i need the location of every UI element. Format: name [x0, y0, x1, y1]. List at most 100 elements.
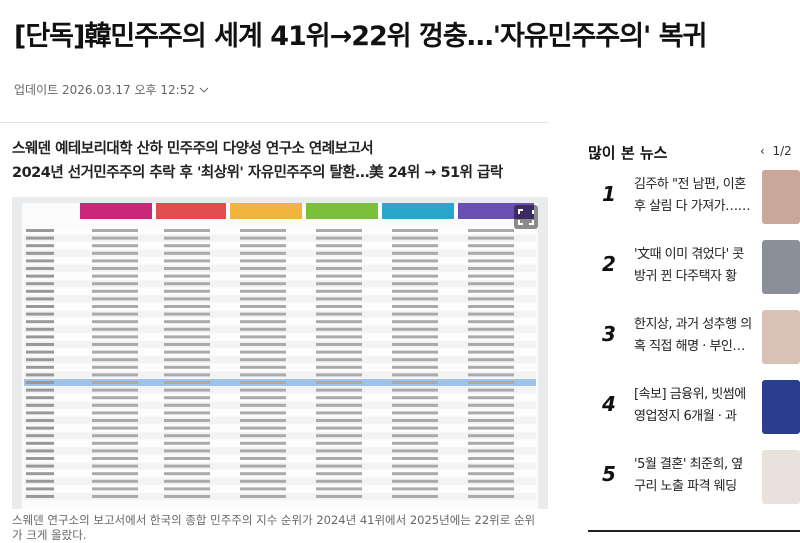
table-row	[164, 259, 210, 263]
table-row	[92, 381, 138, 384]
table-row	[240, 449, 286, 453]
table-row	[392, 244, 438, 248]
table-row	[26, 495, 54, 498]
table-row	[92, 312, 138, 316]
table-row	[392, 419, 438, 422]
table-row	[468, 464, 514, 468]
table-row	[26, 343, 54, 346]
news-item[interactable]: 5 '5월 결혼' 최준희, 옆구리 노출 파격 웨딩드…	[588, 450, 800, 514]
table-row	[316, 457, 362, 460]
thumbnail[interactable]	[762, 240, 800, 294]
table-row	[316, 350, 362, 354]
table-row	[240, 282, 286, 286]
table-row	[316, 297, 362, 301]
table-row	[26, 457, 54, 460]
table-row	[392, 282, 438, 286]
table-row	[316, 449, 362, 453]
news-title[interactable]: 김주하 "전 남편, 이혼 후 살림 다 가져가……	[634, 177, 751, 214]
table-row	[316, 495, 362, 498]
table-row	[164, 350, 210, 354]
table-row	[240, 350, 286, 354]
table-row	[468, 229, 514, 232]
band	[80, 203, 152, 219]
rank: 5	[602, 462, 616, 486]
news-title[interactable]: 한지상, 과거 성추행 의혹 직접 해명 · 부인…	[634, 317, 752, 354]
table-row	[392, 358, 438, 362]
table-row	[468, 388, 514, 392]
article-image[interactable]	[12, 197, 548, 509]
table-row	[392, 350, 438, 354]
table-row	[240, 419, 286, 422]
thumbnail[interactable]	[762, 170, 800, 224]
news-item[interactable]: 3 한지상, 과거 성추행 의혹 직접 해명 · 부인…	[588, 310, 800, 374]
table-row	[468, 479, 514, 483]
table-row	[26, 274, 54, 278]
table-row	[468, 350, 514, 354]
band	[458, 203, 534, 219]
table-row	[392, 464, 438, 468]
table-row	[468, 358, 514, 362]
rank: 4	[602, 392, 616, 416]
table-row	[26, 327, 54, 331]
table-row	[240, 479, 286, 483]
table-row	[316, 434, 362, 438]
table-row	[164, 320, 210, 324]
table-row	[26, 426, 54, 430]
table-row	[92, 464, 138, 468]
table-row	[316, 236, 362, 240]
table-row	[468, 251, 514, 255]
table-row	[92, 396, 138, 400]
news-title[interactable]: '文때 이미 겪었다' 콧방귀 뀐 다주택자 황현…	[634, 247, 744, 284]
band	[306, 203, 378, 219]
table-row	[392, 426, 438, 430]
table-row	[392, 495, 438, 498]
table-row	[92, 259, 138, 263]
table-row	[240, 365, 286, 369]
news-item[interactable]: 2 '文때 이미 겪었다' 콧방귀 뀐 다주택자 황현…	[588, 240, 800, 304]
table-row	[468, 403, 514, 407]
table-row	[92, 350, 138, 354]
table-row	[240, 472, 286, 476]
news-item[interactable]: 1 김주하 "전 남편, 이혼 후 살림 다 가져가……	[588, 170, 800, 234]
table-row	[26, 441, 54, 445]
table-row	[164, 449, 210, 453]
popular-header: 많이 본 뉴스 ‹ 1/2	[588, 140, 800, 164]
table-row	[92, 457, 138, 460]
table-row	[468, 419, 514, 422]
table-row	[468, 343, 514, 346]
table-row	[26, 244, 54, 248]
fullscreen-button[interactable]	[514, 205, 538, 229]
thumbnail[interactable]	[762, 450, 800, 504]
table-row	[392, 457, 438, 460]
fullscreen-icon	[518, 209, 534, 225]
news-title[interactable]: [속보] 금융위, 빗썸에 영업정지 6개월 · 과태…	[634, 387, 746, 424]
table-row	[92, 236, 138, 240]
table-row	[92, 343, 138, 346]
table-row	[316, 472, 362, 476]
pager-text: 1/2	[772, 144, 792, 158]
news-item[interactable]: 4 [속보] 금융위, 빗썸에 영업정지 6개월 · 과태…	[588, 380, 800, 444]
thumbnail[interactable]	[762, 380, 800, 434]
table-row	[92, 411, 138, 415]
table-row	[164, 388, 210, 392]
table-row	[468, 411, 514, 415]
updated-time[interactable]: 업데이트 2026.03.17 오후 12:52	[14, 81, 209, 98]
table-row	[164, 479, 210, 483]
table-row	[92, 335, 138, 339]
table-row	[26, 236, 54, 240]
table-row	[316, 267, 362, 270]
thumbnail[interactable]	[762, 310, 800, 364]
table-row	[468, 320, 514, 324]
subtitle-line: 2024년 선거민주주의 추락 후 '최상위' 자유민주주의 탈환…美 24위 …	[12, 165, 503, 181]
table-row	[468, 244, 514, 248]
news-title[interactable]: '5월 결혼' 최준희, 옆구리 노출 파격 웨딩드…	[634, 457, 743, 494]
table-row	[240, 327, 286, 331]
table-row	[468, 495, 514, 498]
table-row	[240, 320, 286, 324]
table-row	[468, 236, 514, 240]
table-row	[164, 472, 210, 476]
table-row	[240, 229, 286, 232]
table-row	[316, 289, 362, 293]
table-row	[26, 434, 54, 438]
pager[interactable]: ‹ 1/2	[760, 144, 792, 158]
